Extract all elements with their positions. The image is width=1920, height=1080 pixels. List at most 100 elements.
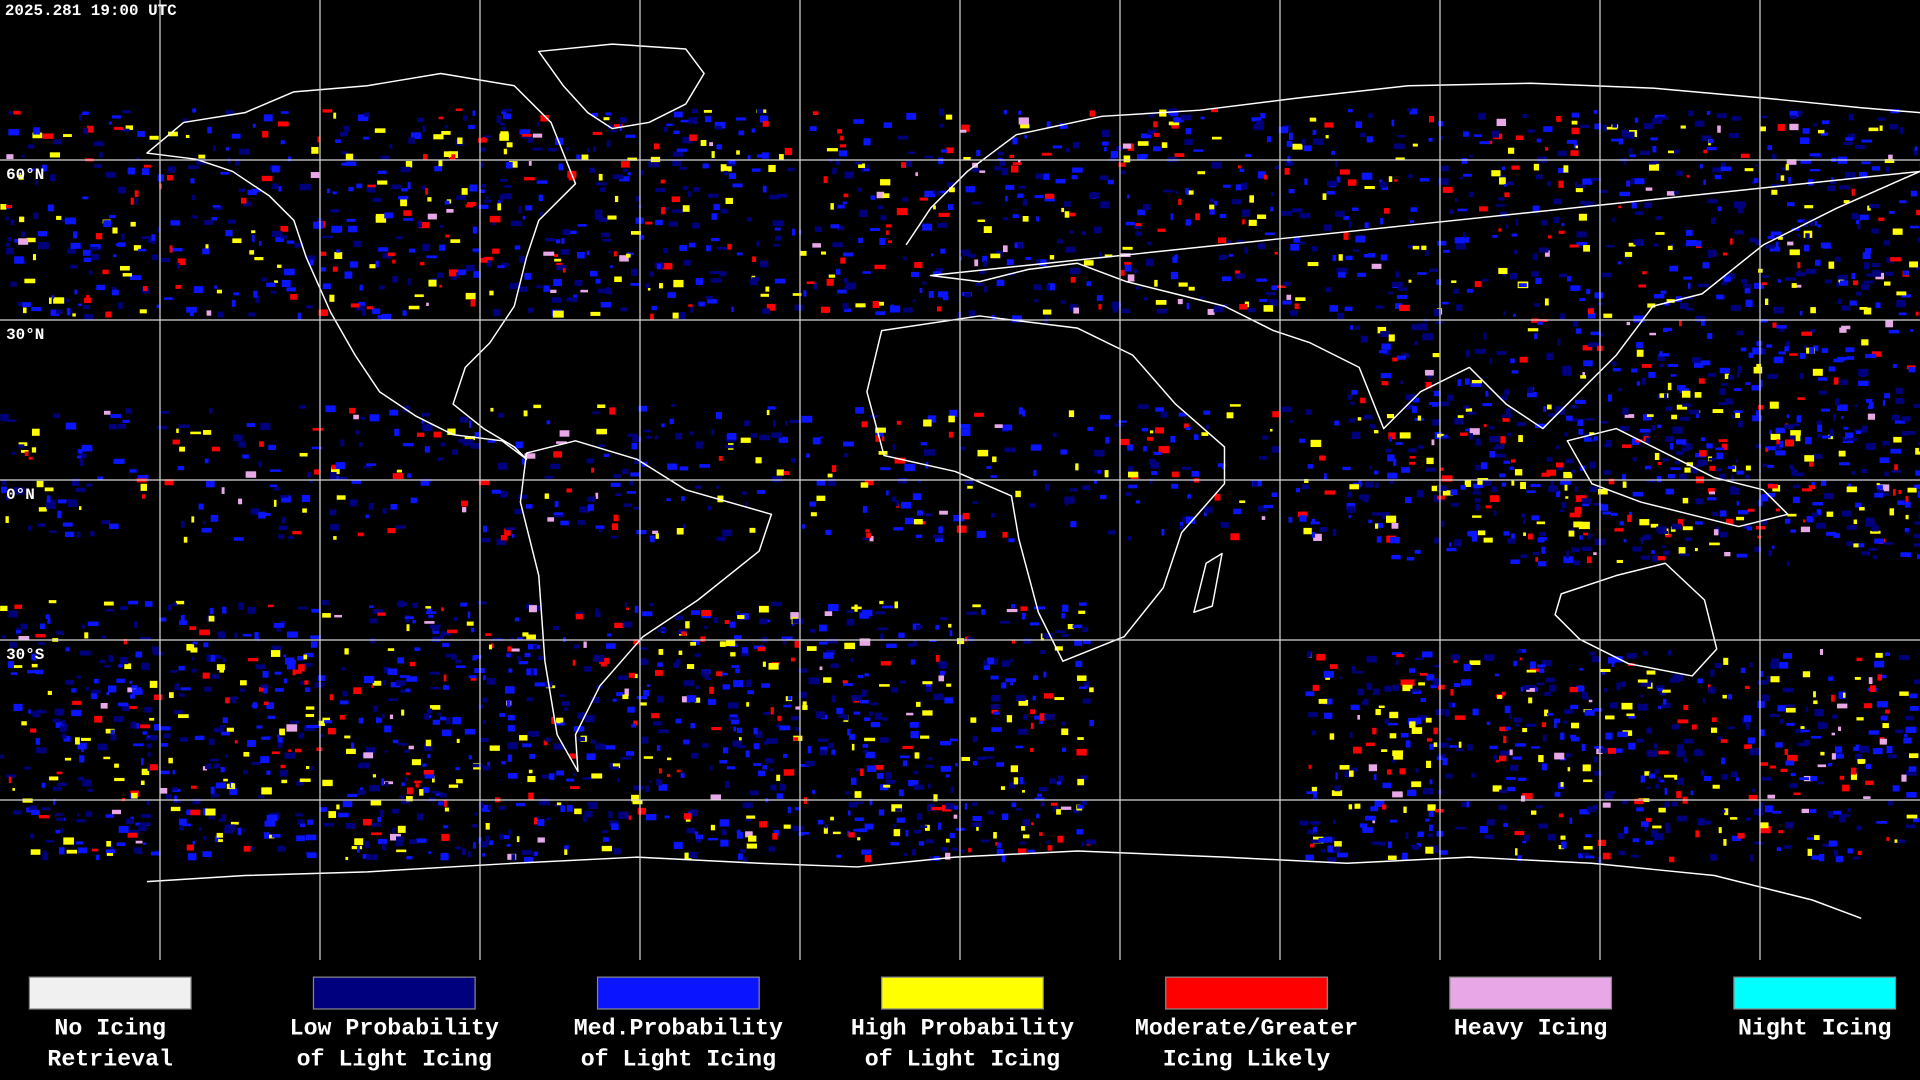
icing-pixel — [974, 259, 979, 267]
icing-pixel — [1905, 531, 1909, 535]
icing-pixel — [1805, 706, 1809, 713]
icing-pixel — [129, 469, 137, 473]
icing-pixel — [1234, 270, 1240, 276]
icing-pixel — [1850, 773, 1858, 780]
icing-pixel — [388, 252, 395, 257]
icing-pixel — [1908, 753, 1919, 759]
icing-pixel — [698, 301, 705, 307]
icing-pixel — [317, 136, 321, 143]
icing-pixel — [1116, 146, 1123, 151]
lat-label: 60°N — [6, 166, 44, 184]
icing-pixel — [225, 110, 235, 117]
icing-pixel — [1905, 726, 1917, 733]
icing-pixel — [1374, 430, 1379, 434]
icing-pixel — [1311, 518, 1316, 522]
icing-pixel — [1884, 652, 1890, 656]
icing-pixel — [472, 226, 478, 234]
icing-pixel — [1034, 299, 1039, 303]
icing-pixel — [1738, 206, 1744, 214]
icing-pixel — [1708, 254, 1711, 258]
icing-pixel — [1785, 760, 1795, 766]
icing-pixel — [1410, 688, 1420, 692]
icing-pixel — [627, 433, 638, 437]
icing-pixel — [746, 702, 750, 707]
icing-pixel — [243, 845, 251, 852]
icing-pixel — [427, 607, 432, 612]
icing-pixel — [526, 634, 536, 640]
icing-pixel — [1621, 702, 1633, 710]
icing-pixel — [399, 675, 411, 678]
icing-pixel — [351, 846, 363, 850]
icing-pixel — [1748, 794, 1758, 801]
icing-pixel — [1483, 654, 1495, 660]
icing-pixel — [405, 161, 413, 168]
icing-pixel — [509, 161, 518, 168]
icing-pixel — [507, 742, 518, 750]
icing-pixel — [587, 504, 594, 511]
icing-pixel — [130, 197, 134, 205]
icing-pixel — [372, 609, 384, 614]
icing-pixel — [949, 630, 953, 637]
icing-pixel — [327, 727, 336, 735]
icing-pixel — [543, 251, 555, 256]
icing-pixel — [1865, 517, 1875, 525]
icing-pixel — [798, 668, 807, 673]
icing-pixel — [1009, 155, 1014, 158]
icing-pixel — [864, 717, 871, 721]
icing-pixel — [1384, 718, 1389, 725]
icing-pixel — [983, 747, 995, 752]
icing-pixel — [1187, 190, 1194, 195]
icing-pixel — [82, 305, 90, 310]
icing-pixel — [1511, 533, 1515, 539]
icing-pixel — [738, 737, 742, 742]
icing-pixel — [50, 309, 60, 316]
icing-pixel — [372, 308, 381, 315]
icing-pixel — [1719, 510, 1727, 517]
icing-pixel — [1892, 364, 1897, 369]
icing-pixel — [1503, 311, 1506, 316]
icing-pixel — [1747, 737, 1756, 744]
icing-pixel — [1858, 761, 1865, 764]
icing-pixel — [461, 188, 468, 195]
icing-pixel — [34, 178, 38, 186]
icing-pixel — [263, 114, 273, 122]
icing-pixel — [751, 128, 756, 133]
icing-pixel — [192, 641, 198, 645]
icing-pixel — [844, 453, 849, 458]
icing-pixel — [1429, 779, 1433, 785]
icing-pixel — [348, 186, 354, 192]
icing-pixel — [278, 525, 288, 531]
icing-pixel — [1034, 606, 1046, 610]
icing-pixel — [1478, 112, 1486, 120]
icing-pixel — [898, 632, 905, 638]
icing-pixel — [1499, 726, 1508, 732]
icing-pixel — [1022, 199, 1027, 206]
icing-pixel — [1323, 698, 1333, 705]
icing-pixel — [1772, 322, 1777, 328]
icing-pixel — [1770, 676, 1780, 683]
icing-pixel — [1574, 486, 1578, 492]
icing-pixel — [819, 435, 823, 439]
icing-pixel — [773, 419, 776, 427]
icing-pixel — [1898, 655, 1910, 660]
icing-pixel — [1191, 470, 1200, 477]
icing-pixel — [831, 695, 836, 703]
icing-pixel — [695, 441, 703, 449]
icing-pixel — [1707, 497, 1717, 501]
icing-pixel — [809, 628, 816, 633]
legend-swatch — [312, 976, 476, 1010]
icing-pixel — [1604, 792, 1613, 800]
icing-pixel — [13, 703, 23, 712]
icing-pixel — [926, 803, 935, 811]
icing-pixel — [1578, 521, 1590, 530]
icing-pixel — [879, 238, 886, 246]
icing-pixel — [1714, 663, 1722, 669]
icing-pixel — [657, 662, 663, 667]
icing-pixel — [289, 720, 300, 724]
icing-pixel — [996, 279, 1005, 287]
icing-pixel — [1504, 184, 1507, 187]
icing-pixel — [1417, 272, 1427, 275]
icing-pixel — [643, 690, 650, 696]
icing-pixel — [990, 475, 998, 478]
icing-pixel — [1427, 804, 1436, 811]
